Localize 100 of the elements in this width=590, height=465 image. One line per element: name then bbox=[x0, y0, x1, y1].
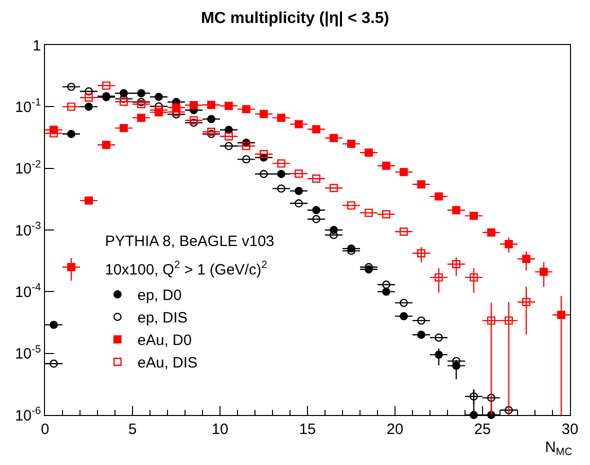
point bbox=[242, 105, 250, 114]
point bbox=[522, 298, 530, 306]
x-tick-label: 15 bbox=[299, 421, 316, 438]
point bbox=[400, 312, 408, 320]
point bbox=[224, 126, 233, 134]
x-axis-title: N$_{MC}$ bbox=[545, 439, 573, 458]
point bbox=[260, 150, 268, 158]
x-tick-label: 5 bbox=[128, 421, 137, 438]
point bbox=[330, 134, 338, 142]
point bbox=[417, 180, 426, 188]
point bbox=[382, 280, 390, 289]
point bbox=[277, 159, 286, 168]
point bbox=[434, 350, 443, 359]
point bbox=[260, 110, 268, 118]
point bbox=[224, 132, 233, 140]
point bbox=[137, 89, 146, 98]
point bbox=[487, 228, 496, 237]
point bbox=[207, 128, 216, 136]
point bbox=[242, 142, 250, 150]
point bbox=[312, 215, 320, 224]
point bbox=[452, 206, 460, 214]
point bbox=[434, 333, 443, 342]
point bbox=[137, 114, 146, 122]
y-tick-label: 10$^{-1}$ bbox=[14, 96, 42, 116]
point bbox=[557, 310, 566, 319]
point bbox=[452, 260, 460, 268]
x-tick-label: 20 bbox=[386, 421, 404, 438]
point bbox=[207, 114, 216, 124]
y-tick-label: 10$^{-5}$ bbox=[14, 343, 42, 363]
point bbox=[84, 87, 93, 96]
point bbox=[120, 98, 128, 106]
point bbox=[312, 174, 320, 183]
point bbox=[294, 120, 303, 128]
point bbox=[102, 140, 110, 149]
x-tick-label: 30 bbox=[562, 421, 578, 438]
point bbox=[50, 129, 58, 138]
point bbox=[260, 170, 268, 178]
legend-label: ep, DIS bbox=[138, 310, 188, 327]
point bbox=[382, 210, 390, 218]
x-tick-label: 10 bbox=[212, 421, 228, 438]
y-tick-label: 10$^{-2}$ bbox=[14, 158, 42, 178]
point bbox=[242, 155, 250, 164]
y-tick-label: 10$^{-4}$ bbox=[14, 282, 42, 301]
point bbox=[294, 186, 303, 196]
x-tick-label: 0 bbox=[40, 421, 50, 438]
point bbox=[470, 392, 478, 401]
point bbox=[382, 162, 390, 170]
point bbox=[417, 249, 426, 258]
annotation: 10x100, Q$^{2}$ > 1 (GeV/c)$^{2}$ bbox=[105, 259, 268, 278]
point bbox=[382, 288, 390, 296]
point bbox=[120, 124, 128, 132]
point bbox=[277, 114, 286, 122]
point bbox=[172, 108, 180, 116]
point bbox=[312, 206, 320, 214]
point bbox=[190, 118, 198, 127]
point bbox=[207, 100, 216, 109]
point bbox=[487, 316, 496, 325]
point bbox=[400, 168, 408, 176]
point bbox=[434, 273, 443, 282]
point bbox=[190, 116, 198, 124]
point bbox=[137, 100, 146, 108]
point bbox=[154, 92, 163, 101]
point bbox=[154, 106, 163, 114]
point bbox=[347, 140, 356, 148]
point bbox=[312, 125, 320, 134]
point bbox=[364, 148, 373, 157]
point bbox=[400, 298, 408, 307]
chart-title: MC multiplicity (|η| < 3.5) bbox=[200, 10, 390, 27]
point bbox=[330, 184, 338, 192]
point bbox=[50, 320, 58, 329]
point bbox=[102, 81, 110, 90]
y-tick-label: 1 bbox=[32, 37, 41, 54]
point bbox=[504, 316, 513, 325]
point bbox=[470, 273, 478, 282]
legend-label: eAu, DIS bbox=[138, 354, 198, 372]
y-tick-label: 10$^{-3}$ bbox=[14, 220, 42, 240]
legend-label: eAu, D0 bbox=[138, 332, 192, 350]
point bbox=[522, 254, 530, 263]
point bbox=[400, 228, 408, 236]
x-tick-label: 25 bbox=[474, 421, 491, 438]
point bbox=[67, 130, 76, 138]
point bbox=[540, 268, 548, 276]
point bbox=[190, 101, 198, 110]
point bbox=[487, 394, 496, 402]
legend-label: ep, D0 bbox=[138, 287, 182, 304]
point bbox=[67, 82, 76, 91]
point bbox=[294, 170, 303, 178]
point bbox=[364, 208, 373, 217]
point bbox=[504, 406, 513, 414]
point bbox=[277, 170, 286, 178]
point bbox=[277, 184, 286, 193]
point bbox=[67, 263, 76, 272]
point bbox=[224, 102, 233, 110]
point bbox=[67, 102, 76, 111]
point bbox=[224, 142, 233, 150]
point bbox=[417, 316, 426, 325]
y-tick-label: 10$^{-6}$ bbox=[14, 404, 42, 424]
point bbox=[417, 330, 426, 339]
point bbox=[84, 196, 93, 205]
point bbox=[434, 192, 443, 201]
